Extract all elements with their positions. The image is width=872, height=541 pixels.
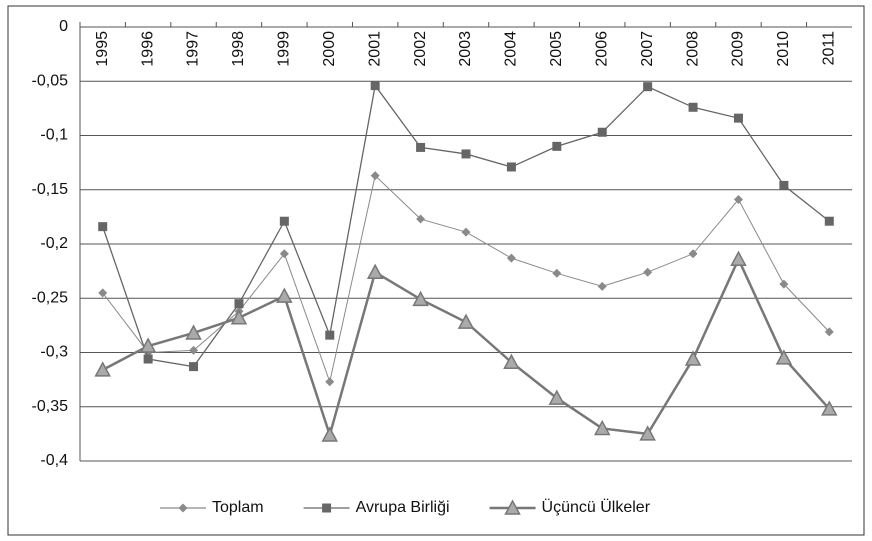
marker-triangle <box>366 263 384 279</box>
x-tick-label: 2004 <box>503 31 520 67</box>
marker-diamond <box>824 327 834 337</box>
marker-diamond <box>416 214 426 224</box>
legend-label: Üçüncü Ülkeler <box>542 498 651 516</box>
y-tick-label: -0,35 <box>32 398 69 415</box>
marker-diamond <box>688 249 698 259</box>
marker-triangle <box>639 425 656 441</box>
marker-triangle <box>684 350 702 366</box>
x-tick-label: 2001 <box>366 31 383 67</box>
marker-square <box>688 102 698 112</box>
marker-square <box>234 299 244 309</box>
y-tick-label: -0,2 <box>40 235 68 252</box>
legend-label: Toplam <box>212 499 264 516</box>
x-tick-label: 1998 <box>230 31 247 67</box>
marker-diamond <box>733 195 743 205</box>
marker-diamond <box>779 279 789 289</box>
x-tick-label: 1996 <box>139 31 156 67</box>
marker-square <box>143 354 153 364</box>
x-tick-label: 1995 <box>94 31 111 67</box>
marker-square <box>643 82 653 92</box>
marker-triangle <box>94 361 111 377</box>
x-tick-label: 1997 <box>185 31 202 67</box>
x-tick-label: 2005 <box>548 31 565 67</box>
marker-diamond <box>189 345 199 355</box>
x-tick-label: 2007 <box>639 31 656 67</box>
y-tick-label: -0,15 <box>32 181 69 198</box>
x-tick-label: 2002 <box>412 31 429 67</box>
marker-diamond <box>597 281 607 291</box>
marker-triangle <box>730 250 747 266</box>
marker-triangle <box>503 353 520 370</box>
legend-item: Toplam <box>160 499 264 516</box>
y-tick-label: -0,3 <box>40 344 68 361</box>
y-tick-label: -0,1 <box>40 127 68 144</box>
x-tick-label: 2010 <box>775 31 792 67</box>
legend-item: Üçüncü Ülkeler <box>489 498 651 516</box>
marker-triangle <box>276 287 293 303</box>
marker-triangle <box>504 499 521 515</box>
marker-diamond <box>279 249 289 259</box>
y-tick-label: -0,4 <box>40 452 68 469</box>
marker-square <box>552 141 562 151</box>
marker-triangle <box>548 389 566 405</box>
marker-square <box>189 362 199 372</box>
marker-triangle <box>593 419 611 436</box>
legend-label: Avrupa Birliği <box>356 499 450 516</box>
y-tick-label: -0,05 <box>32 72 69 89</box>
marker-square <box>416 142 426 152</box>
x-tick-label: 2003 <box>457 31 474 67</box>
marker-diamond <box>506 253 516 263</box>
marker-triangle <box>821 400 838 416</box>
marker-square <box>733 113 743 123</box>
y-tick-label: 0 <box>59 18 68 35</box>
x-tick-label: 2011 <box>821 31 838 66</box>
marker-triangle <box>139 337 157 353</box>
x-tick-label: 2008 <box>684 31 701 67</box>
x-tick-label: 2006 <box>593 31 610 67</box>
marker-diamond <box>370 171 380 181</box>
chart-border <box>7 5 865 536</box>
legend-item: Avrupa Birliği <box>303 499 450 516</box>
marker-square <box>322 503 332 513</box>
marker-square <box>597 127 607 137</box>
marker-square <box>779 180 789 190</box>
marker-triangle <box>457 313 475 329</box>
marker-square <box>325 330 335 340</box>
marker-diamond <box>461 227 471 237</box>
x-tick-label: 2009 <box>730 31 747 67</box>
marker-triangle <box>185 324 202 340</box>
marker-triangle <box>230 309 248 325</box>
marker-triangle <box>412 290 429 307</box>
x-tick-label: 2000 <box>321 31 338 67</box>
marker-square <box>506 162 516 172</box>
marker-diamond <box>552 268 562 278</box>
marker-diamond <box>643 267 653 277</box>
marker-triangle <box>321 426 339 442</box>
x-tick-label: 1999 <box>276 31 293 67</box>
marker-square <box>279 216 289 226</box>
y-tick-label: -0,25 <box>32 289 69 306</box>
marker-diamond <box>98 288 108 298</box>
marker-square <box>370 81 380 91</box>
marker-square <box>461 149 471 159</box>
marker-square <box>824 216 834 226</box>
marker-diamond <box>178 503 188 513</box>
marker-square <box>98 222 108 232</box>
marker-diamond <box>325 377 335 387</box>
marker-triangle <box>775 349 793 365</box>
